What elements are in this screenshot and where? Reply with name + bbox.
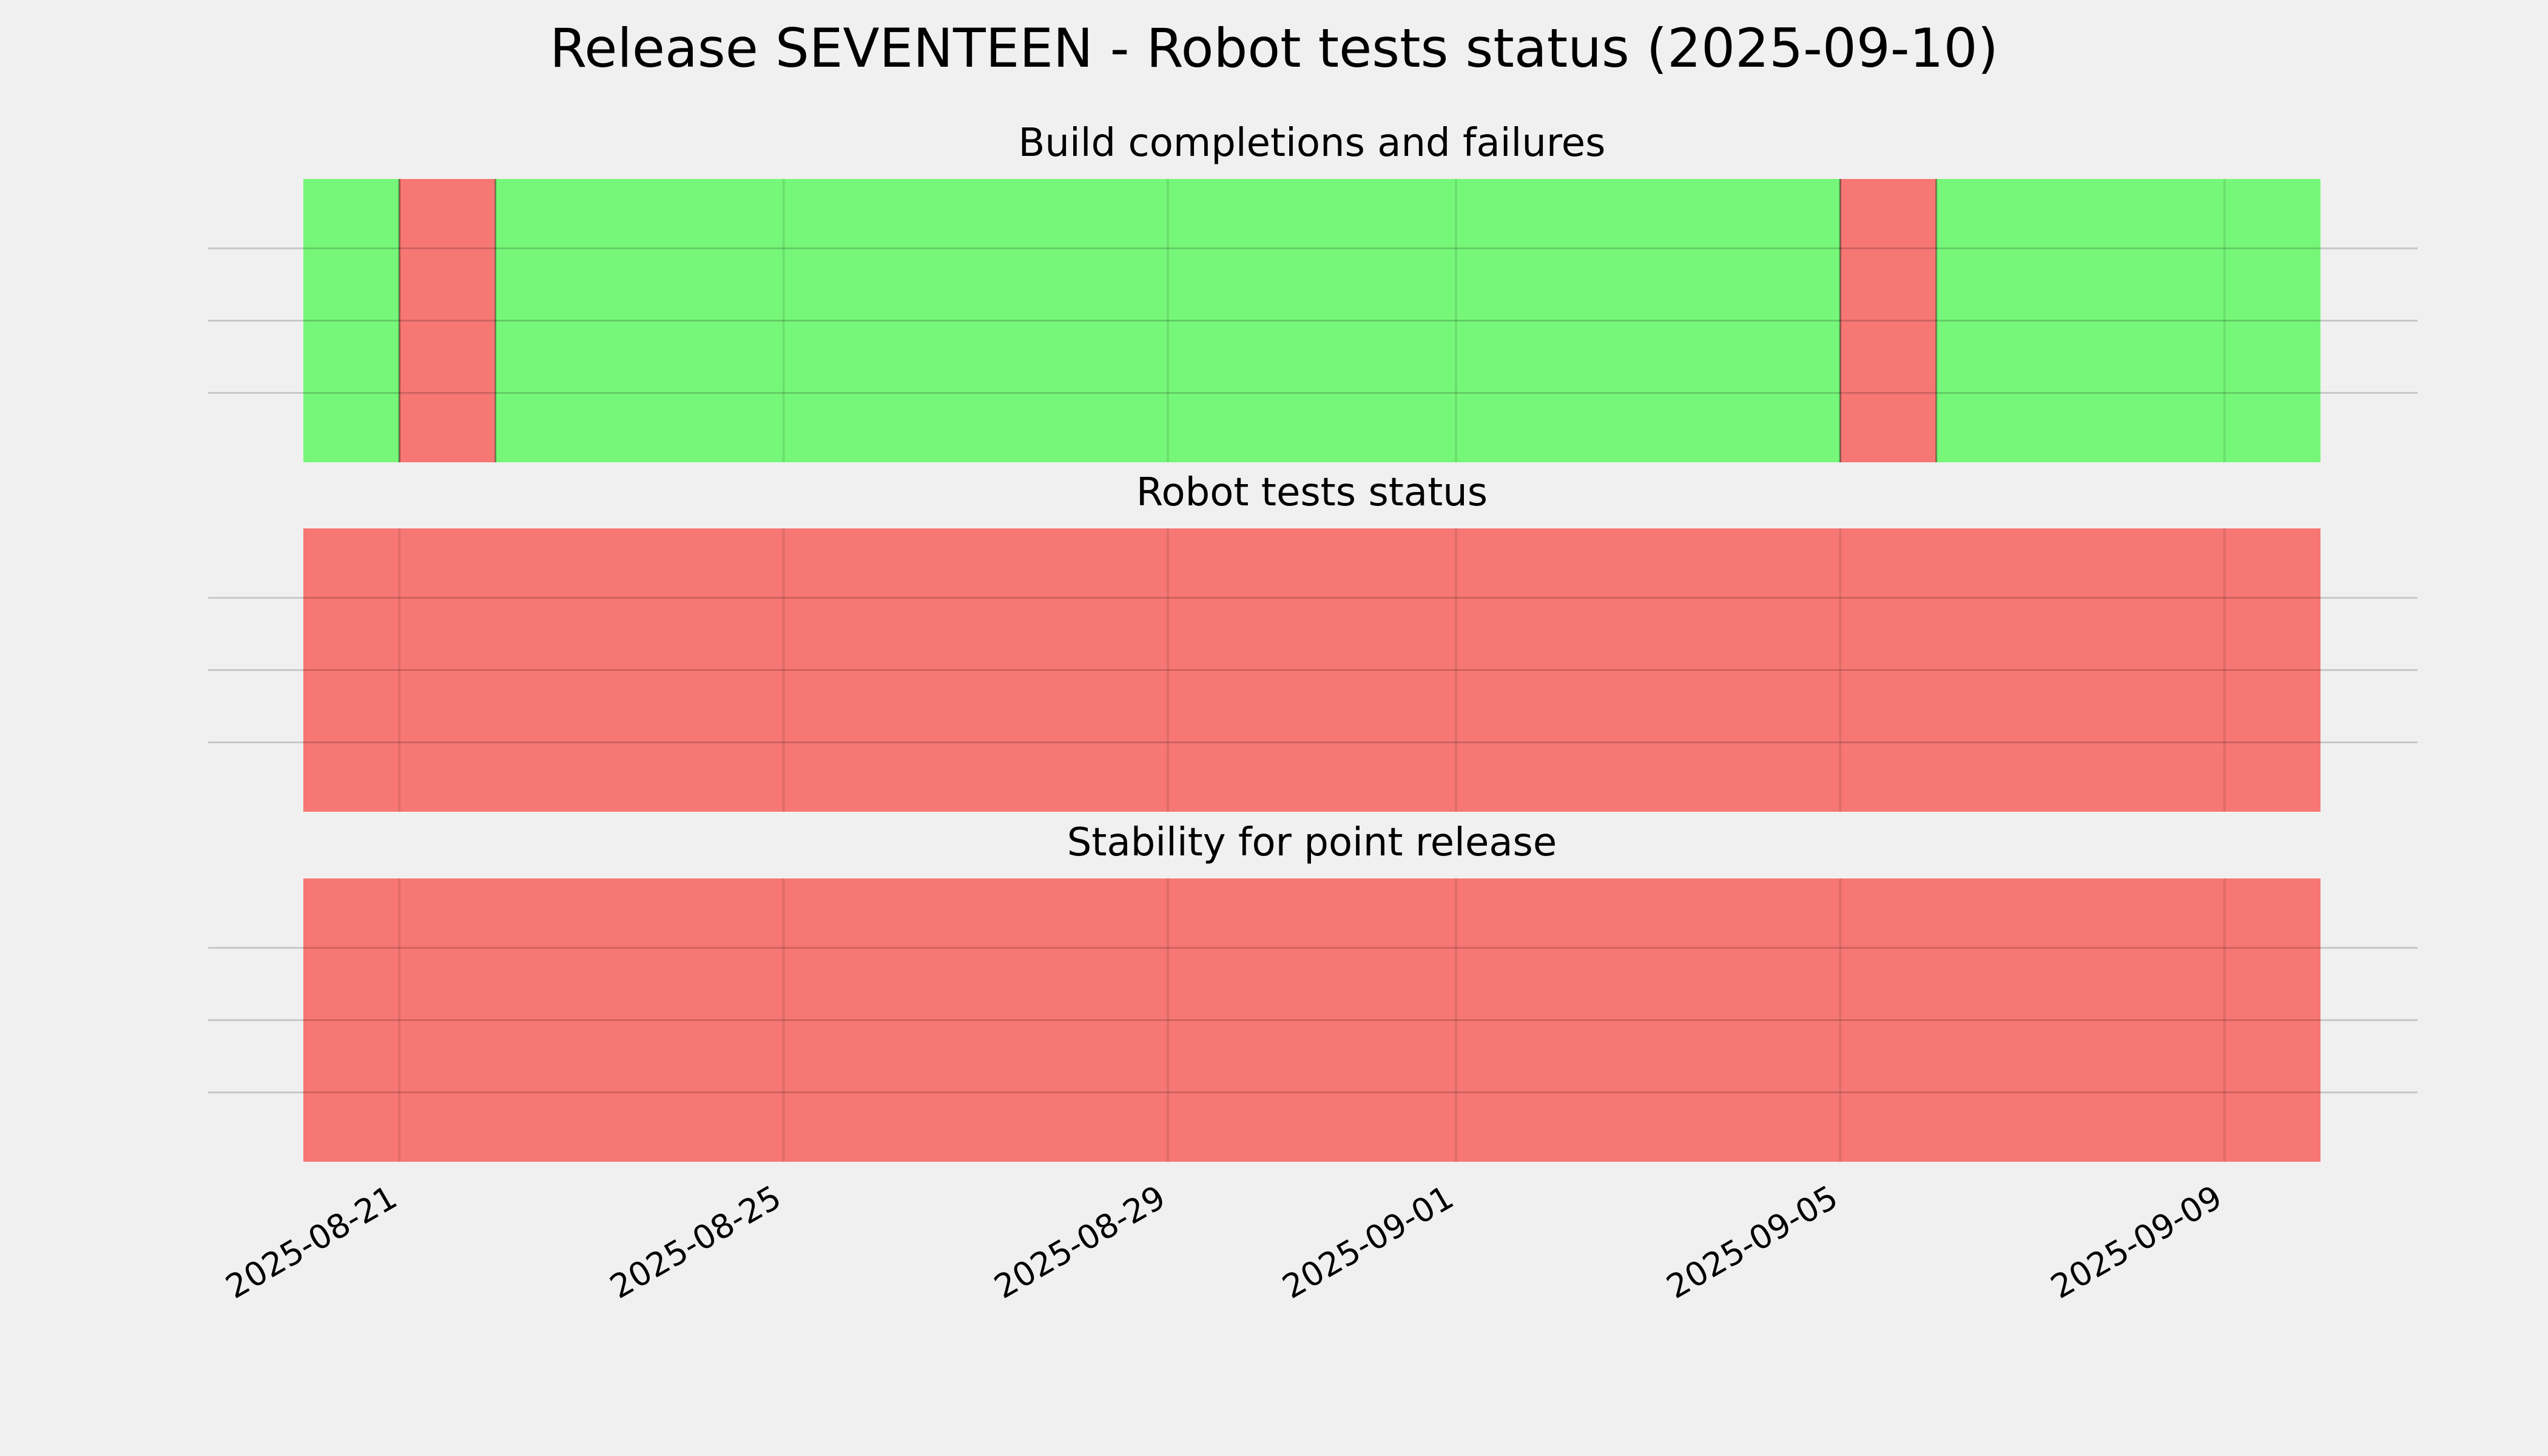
status-segment-fail xyxy=(303,528,2320,812)
status-segment-fail xyxy=(399,179,496,462)
status-segment-pass xyxy=(1936,179,2320,462)
chart-panels: Build completions and failures Robot test… xyxy=(208,121,2418,1162)
panel: Stability for point release xyxy=(208,820,2418,1162)
panel: Build completions and failures xyxy=(208,121,2418,462)
panel-title: Build completions and failures xyxy=(1019,121,1606,166)
panel-title: Stability for point release xyxy=(1067,820,1557,865)
panel: Robot tests status xyxy=(208,470,2418,812)
status-segment-fail xyxy=(303,878,2320,1162)
panel-title: Robot tests status xyxy=(1136,470,1488,515)
chart-title: Release SEVENTEEN - Robot tests status (… xyxy=(550,17,1998,79)
status-segment-pass xyxy=(495,179,1841,462)
status-segment-pass xyxy=(303,179,400,462)
status-segment-fail xyxy=(1840,179,1936,462)
